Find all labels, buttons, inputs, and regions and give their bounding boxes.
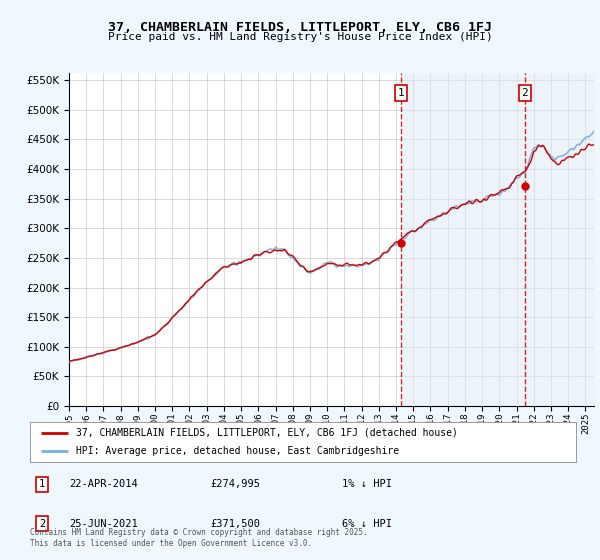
Text: 1% ↓ HPI: 1% ↓ HPI: [342, 479, 392, 489]
Text: Contains HM Land Registry data © Crown copyright and database right 2025.
This d: Contains HM Land Registry data © Crown c…: [30, 528, 368, 548]
Text: 25-JUN-2021: 25-JUN-2021: [69, 519, 138, 529]
Text: 22-APR-2014: 22-APR-2014: [69, 479, 138, 489]
Text: 37, CHAMBERLAIN FIELDS, LITTLEPORT, ELY, CB6 1FJ: 37, CHAMBERLAIN FIELDS, LITTLEPORT, ELY,…: [108, 21, 492, 34]
Text: £274,995: £274,995: [210, 479, 260, 489]
Text: 2: 2: [521, 88, 528, 98]
Text: Price paid vs. HM Land Registry's House Price Index (HPI): Price paid vs. HM Land Registry's House …: [107, 32, 493, 43]
Text: 1: 1: [398, 88, 404, 98]
Text: £371,500: £371,500: [210, 519, 260, 529]
Text: HPI: Average price, detached house, East Cambridgeshire: HPI: Average price, detached house, East…: [76, 446, 400, 456]
Text: 1: 1: [39, 479, 45, 489]
Text: 37, CHAMBERLAIN FIELDS, LITTLEPORT, ELY, CB6 1FJ (detached house): 37, CHAMBERLAIN FIELDS, LITTLEPORT, ELY,…: [76, 428, 458, 437]
Text: 2: 2: [39, 519, 45, 529]
Text: 6% ↓ HPI: 6% ↓ HPI: [342, 519, 392, 529]
